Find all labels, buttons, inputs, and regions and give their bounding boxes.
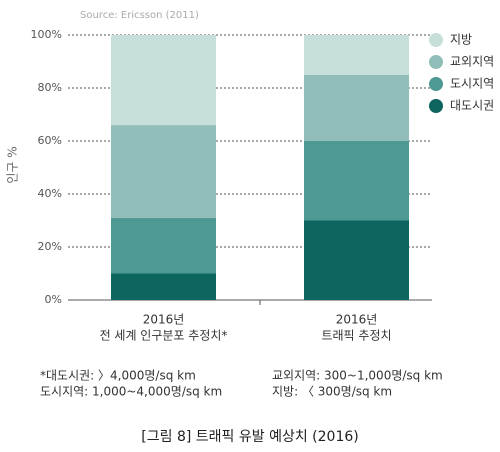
bar-segment bbox=[304, 74, 409, 141]
legend-marker bbox=[429, 99, 443, 113]
y-tick-label: 100% bbox=[31, 28, 62, 41]
legend-label: 도시지역 bbox=[450, 77, 494, 91]
legend-marker bbox=[429, 33, 443, 47]
bar-segment bbox=[304, 35, 409, 75]
y-tick-label: 80% bbox=[38, 81, 62, 94]
y-tick-label: 60% bbox=[38, 134, 62, 147]
legend-label: 대도시권 bbox=[450, 99, 494, 113]
x-tick-label: 2016년 bbox=[143, 313, 185, 327]
x-tick-label: 트래픽 추정치 bbox=[321, 329, 391, 343]
legend-marker bbox=[429, 55, 443, 69]
legend-label: 지방 bbox=[450, 33, 472, 47]
legend-marker bbox=[429, 77, 443, 91]
x-tick-label: 전 세계 인구분포 추정치* bbox=[100, 329, 228, 343]
bar-segment bbox=[111, 35, 216, 126]
y-tick-label: 20% bbox=[38, 240, 62, 253]
bar-segment bbox=[111, 125, 216, 218]
note: 교외지역: 300~1,000명/sq km bbox=[272, 369, 443, 383]
bar-segment bbox=[304, 220, 409, 300]
x-tick-label: 2016년 bbox=[336, 313, 378, 327]
legend-label: 교외지역 bbox=[450, 55, 494, 69]
source: Source: Ericsson (2011) bbox=[80, 10, 199, 21]
bar-segment bbox=[111, 217, 216, 274]
caption: [그림 8] 트래픽 유발 예상치 (2016) bbox=[141, 429, 358, 445]
y-axis-label: 인구 % bbox=[6, 146, 20, 183]
y-tick-label: 0% bbox=[45, 293, 62, 306]
bar-segment bbox=[111, 273, 216, 300]
note: 지방: 〈 300명/sq km bbox=[272, 385, 392, 399]
bar-segment bbox=[304, 141, 409, 221]
note: 도시지역: 1,000~4,000명/sq km bbox=[40, 385, 222, 399]
note: *대도시권: 〉4,000명/sq km bbox=[40, 369, 196, 383]
y-tick-label: 40% bbox=[38, 187, 62, 200]
